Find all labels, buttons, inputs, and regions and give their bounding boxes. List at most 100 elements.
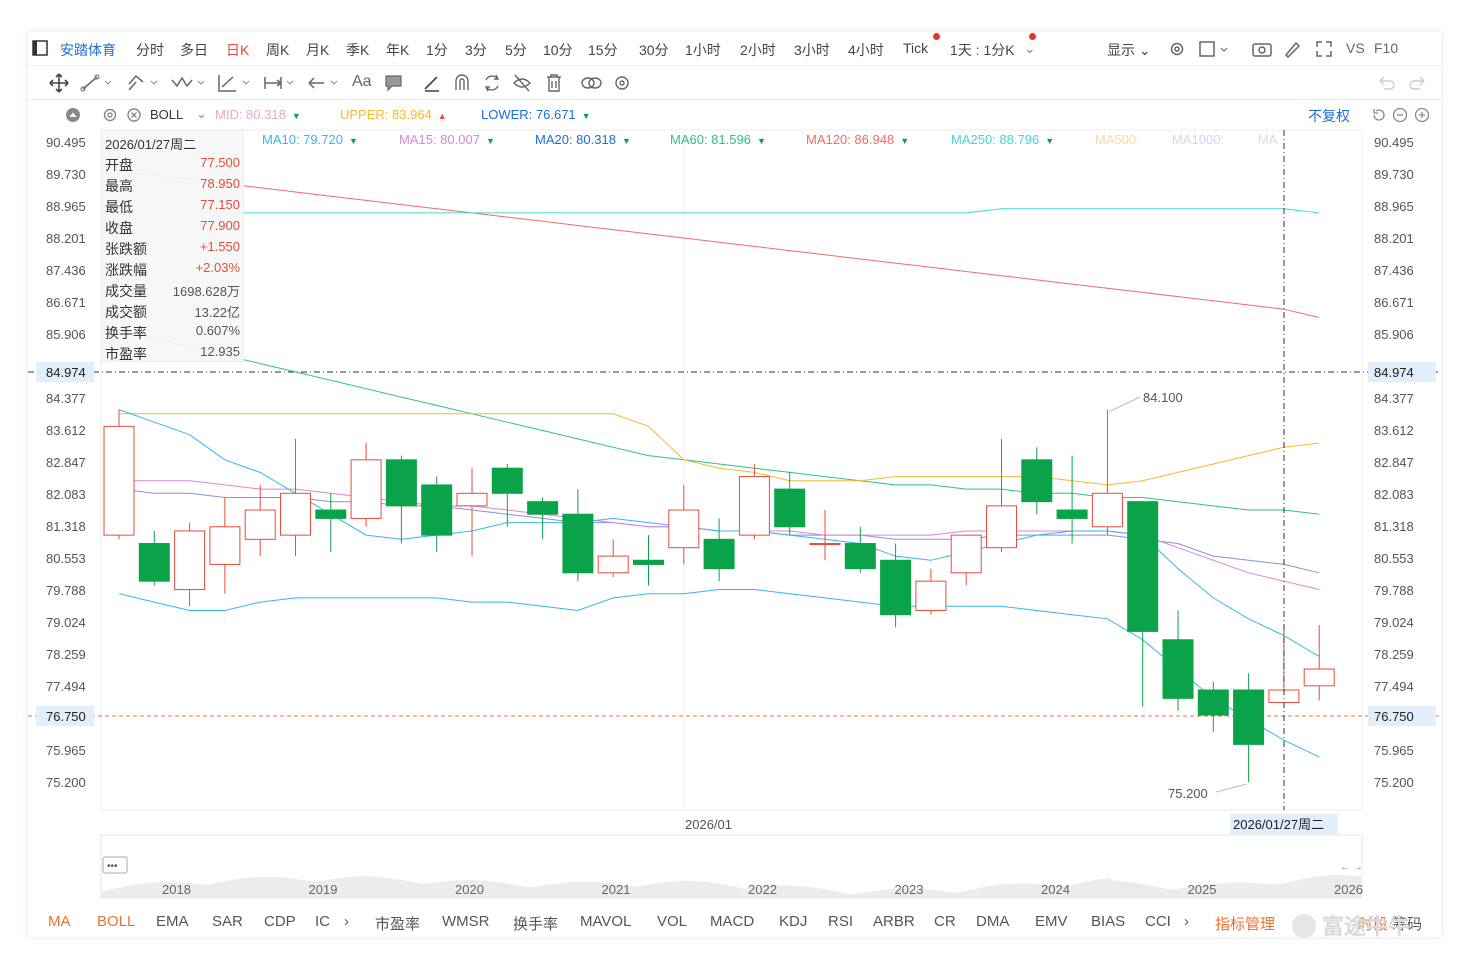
period-tab-7[interactable]: 1分: [426, 42, 448, 58]
period-tab-0[interactable]: 分时: [136, 42, 164, 58]
indicator-tab-0[interactable]: MA: [48, 913, 71, 930]
period-tab-14[interactable]: 2小时: [740, 42, 776, 58]
draw-settings-icon[interactable]: [612, 72, 632, 94]
indicator-tab-7[interactable]: WMSR: [442, 913, 490, 930]
indicator-tab-12[interactable]: KDJ: [779, 913, 808, 930]
y-tick-left: 82.083: [46, 487, 86, 502]
period-tab-11[interactable]: 15分: [588, 42, 618, 58]
indicator-tab-11[interactable]: MACD: [710, 913, 755, 930]
adjust-type-button[interactable]: 不复权: [1308, 108, 1350, 124]
magnet-icon[interactable]: [452, 72, 472, 94]
period-tab-6[interactable]: 年K: [386, 42, 410, 58]
candle-body: [103, 425, 135, 536]
f10-button[interactable]: F10: [1374, 40, 1399, 56]
tabs-scroll-right-icon-2[interactable]: ›: [1184, 913, 1189, 930]
indicator-tab-3[interactable]: SAR: [212, 913, 243, 930]
period-tab-17[interactable]: Tick: [903, 40, 929, 56]
sync-icon[interactable]: [482, 72, 502, 94]
period-tab-2[interactable]: 日K: [226, 42, 250, 58]
period-tab-16[interactable]: 4小时: [848, 42, 884, 58]
minute-dropdown-icon[interactable]: ⌄: [1024, 40, 1036, 56]
settings-gear-icon[interactable]: [1168, 40, 1186, 58]
indicator-tab-5[interactable]: IC: [315, 913, 330, 930]
indicator-tab-2[interactable]: EMA: [156, 913, 189, 930]
period-tab-15[interactable]: 3小时: [794, 42, 830, 58]
ma-extra-label: MA: [1258, 132, 1278, 147]
indicator-tab-17[interactable]: EMV: [1035, 913, 1068, 930]
arrow-tool-icon[interactable]: [306, 72, 342, 94]
indicator-tab-6[interactable]: 市盈率: [375, 916, 421, 933]
trash-icon[interactable]: [544, 72, 564, 94]
candle-body: [880, 559, 912, 616]
indicator-name[interactable]: BOLL: [150, 107, 184, 122]
sidebar-toggle-icon[interactable]: [32, 40, 48, 56]
indicator-settings-icon[interactable]: [102, 107, 118, 123]
indicator-close-icon[interactable]: [126, 107, 142, 123]
ohlc-info-panel: 2026/01/27周二 开盘 77.500 最高 78.950 最低 77.150 收盘 7…: [101, 130, 244, 362]
candle-body: [597, 555, 629, 574]
layout-square-icon[interactable]: [1199, 40, 1231, 58]
reset-icon[interactable]: [1370, 107, 1386, 123]
display-dropdown[interactable]: 显示 ⌄: [1107, 42, 1151, 58]
fullscreen-icon[interactable]: [1315, 40, 1333, 58]
chip-button[interactable]: 筹码: [1392, 916, 1423, 933]
indicator-tab-1[interactable]: BOLL: [97, 913, 136, 930]
kline-chart[interactable]: 90.495 90.495 89.730 89.730 88.965 88.965 88.2…: [28, 32, 1441, 937]
pen-icon[interactable]: [1283, 40, 1301, 58]
draw-pencil-icon[interactable]: [422, 72, 442, 94]
info-value: 77.150: [200, 197, 240, 212]
indicator-tab-13[interactable]: RSI: [828, 913, 854, 930]
zoom-out-icon[interactable]: [1392, 107, 1408, 123]
period-tab-1[interactable]: 多日: [180, 42, 208, 58]
period-tab-8[interactable]: 3分: [465, 42, 487, 58]
indicator-tab-10[interactable]: VOL: [657, 913, 688, 930]
crosshair-price-bg-right: [1368, 362, 1436, 382]
candle: [1021, 447, 1053, 515]
indicator-tab-15[interactable]: CR: [934, 913, 956, 930]
indicator-tab-16[interactable]: DMA: [976, 913, 1010, 930]
indicator-tab-4[interactable]: CDP: [264, 913, 296, 930]
redo-icon[interactable]: [1408, 72, 1428, 94]
comment-tool-icon[interactable]: [384, 72, 404, 94]
indicator-tab-9[interactable]: MAVOL: [580, 913, 632, 930]
indicator-tab-14[interactable]: ARBR: [873, 913, 915, 930]
indicator-manage-button[interactable]: 指标管理: [1215, 916, 1276, 933]
info-value: +1.550: [199, 239, 240, 254]
indicator-dropdown-icon[interactable]: ⌄: [196, 106, 207, 121]
session-button[interactable]: 时段: [1358, 916, 1389, 933]
period-tab-5[interactable]: 季K: [346, 42, 370, 58]
period-tab-4[interactable]: 月K: [306, 42, 330, 58]
collapse-up-icon[interactable]: [66, 108, 80, 122]
undo-icon[interactable]: [1376, 72, 1396, 94]
zoom-in-icon[interactable]: [1414, 107, 1430, 123]
tabs-scroll-right-icon[interactable]: ›: [344, 913, 349, 930]
channel-tool-icon[interactable]: [126, 72, 162, 94]
link-icon[interactable]: [580, 72, 604, 94]
period-tab-18[interactable]: 1天 : 1分K: [950, 42, 1015, 58]
period-tab-13[interactable]: 1小时: [685, 42, 721, 58]
period-tab-3[interactable]: 周K: [266, 42, 290, 58]
line-tool-icon[interactable]: [80, 72, 116, 94]
candle: [209, 497, 241, 594]
ma250-line: [119, 208, 1320, 214]
period-tab-9[interactable]: 5分: [505, 42, 527, 58]
period-toolbar: 安踏体育 分时 多日 日K 周K 月K 季K 年K 1分 3分 5分 10分 15分 30分 1小时 2小时…: [28, 32, 1441, 66]
indicator-tab-19[interactable]: CCI: [1145, 913, 1171, 930]
wave-tool-icon[interactable]: [170, 72, 208, 94]
crosshair-price-left: 84.974: [46, 365, 86, 380]
measure-tool-icon[interactable]: [262, 72, 298, 94]
ma120-label: MA120: 86.948 ▼: [806, 132, 910, 147]
camera-icon[interactable]: [1252, 41, 1272, 57]
hide-eye-icon[interactable]: [512, 72, 532, 94]
period-tab-10[interactable]: 10分: [543, 42, 573, 58]
info-label: 成交额: [105, 304, 147, 320]
period-tab-12[interactable]: 30分: [639, 42, 669, 58]
y-tick-right: 87.436: [1374, 263, 1414, 278]
text-tool-icon[interactable]: Aa: [352, 73, 372, 90]
indicator-tab-8[interactable]: 换手率: [513, 916, 559, 933]
vs-button[interactable]: VS: [1346, 40, 1365, 56]
fibonacci-tool-icon[interactable]: [216, 72, 254, 94]
indicator-tab-18[interactable]: BIAS: [1091, 913, 1126, 930]
move-cross-icon[interactable]: [48, 72, 70, 94]
stock-name[interactable]: 安踏体育: [60, 42, 116, 58]
